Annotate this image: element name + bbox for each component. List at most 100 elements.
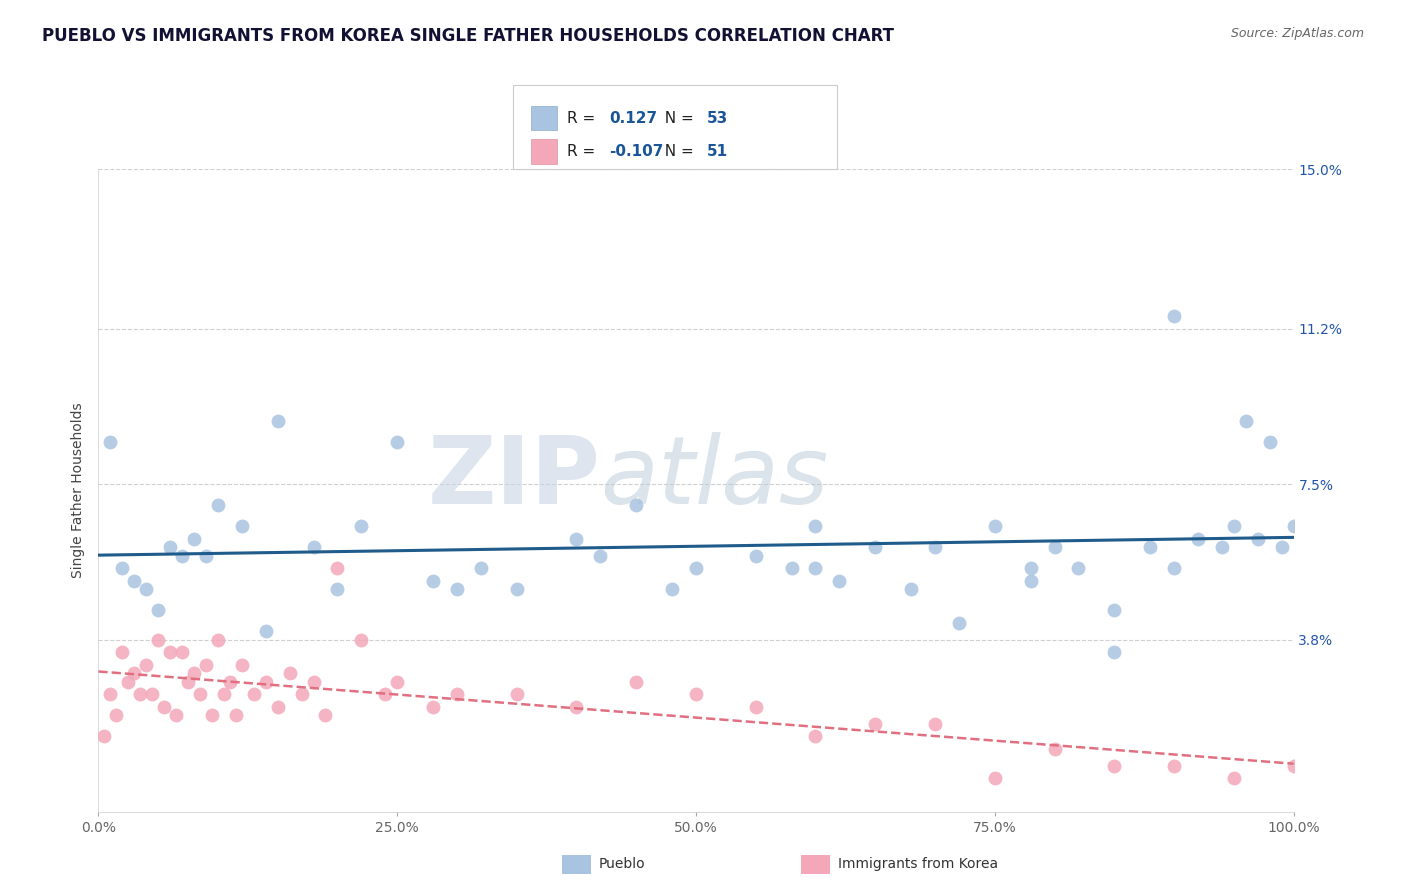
Point — [207, 632, 229, 647]
Point — [1019, 574, 1042, 588]
Point — [267, 699, 290, 714]
Point — [177, 674, 200, 689]
Text: -0.107: -0.107 — [609, 144, 664, 159]
Point — [374, 687, 396, 701]
Point — [188, 687, 211, 701]
Point — [290, 687, 312, 701]
Point — [225, 708, 247, 723]
Point — [183, 532, 205, 546]
Point — [207, 498, 229, 512]
Point — [194, 657, 218, 672]
Text: 51: 51 — [707, 144, 728, 159]
Point — [984, 519, 1007, 533]
Point — [254, 674, 277, 689]
Point — [626, 674, 648, 689]
Point — [385, 674, 409, 689]
Text: R =: R = — [567, 144, 600, 159]
Point — [626, 498, 648, 512]
Point — [302, 674, 325, 689]
Point — [212, 687, 235, 701]
Point — [350, 519, 373, 533]
Point — [350, 632, 373, 647]
Point — [804, 561, 827, 575]
Point — [685, 561, 707, 575]
Y-axis label: Single Father Households: Single Father Households — [72, 403, 86, 578]
Point — [148, 632, 170, 647]
Point — [1211, 541, 1233, 555]
Point — [159, 541, 181, 555]
Point — [804, 519, 827, 533]
Point — [422, 574, 444, 588]
Point — [506, 687, 529, 701]
Point — [446, 687, 468, 701]
Point — [302, 541, 325, 555]
Point — [153, 699, 176, 714]
Point — [1234, 414, 1257, 428]
Point — [745, 549, 768, 563]
Point — [1271, 541, 1294, 555]
Point — [1282, 758, 1305, 772]
Point — [385, 435, 409, 450]
Point — [1282, 519, 1305, 533]
Point — [254, 624, 277, 639]
Point — [1102, 645, 1125, 659]
Point — [1067, 561, 1090, 575]
Point — [98, 435, 122, 450]
Point — [924, 541, 946, 555]
Point — [589, 549, 612, 563]
Point — [1043, 741, 1066, 756]
Point — [828, 574, 851, 588]
Point — [124, 574, 146, 588]
Point — [326, 582, 349, 597]
Text: Source: ZipAtlas.com: Source: ZipAtlas.com — [1230, 27, 1364, 40]
Point — [135, 582, 157, 597]
Point — [863, 716, 887, 731]
Point — [111, 645, 134, 659]
Point — [219, 674, 242, 689]
Point — [111, 561, 134, 575]
Point — [685, 687, 707, 701]
Point — [141, 687, 163, 701]
Point — [470, 561, 492, 575]
Point — [315, 708, 337, 723]
Point — [661, 582, 683, 597]
Point — [172, 549, 194, 563]
Point — [863, 541, 887, 555]
Text: 0.127: 0.127 — [609, 111, 657, 126]
Text: N =: N = — [655, 111, 699, 126]
Point — [98, 687, 122, 701]
Point — [105, 708, 128, 723]
Point — [984, 771, 1007, 785]
Point — [267, 414, 290, 428]
Text: Pueblo: Pueblo — [599, 857, 645, 871]
Point — [148, 603, 170, 617]
Point — [1102, 603, 1125, 617]
Point — [183, 666, 205, 681]
Point — [159, 645, 181, 659]
Point — [93, 729, 115, 743]
Point — [422, 699, 444, 714]
Point — [1246, 532, 1268, 546]
Point — [446, 582, 468, 597]
Point — [129, 687, 152, 701]
Point — [194, 549, 218, 563]
Point — [1163, 561, 1185, 575]
Point — [948, 615, 970, 630]
Point — [201, 708, 224, 723]
Text: ZIP: ZIP — [427, 432, 600, 524]
Point — [745, 699, 768, 714]
Text: R =: R = — [567, 111, 600, 126]
Point — [780, 561, 803, 575]
Point — [278, 666, 301, 681]
Point — [231, 657, 253, 672]
Point — [1019, 561, 1042, 575]
Point — [165, 708, 187, 723]
Text: Immigrants from Korea: Immigrants from Korea — [838, 857, 998, 871]
Point — [1163, 758, 1185, 772]
Text: atlas: atlas — [600, 433, 828, 524]
Point — [1222, 519, 1246, 533]
Text: 53: 53 — [707, 111, 728, 126]
Point — [326, 561, 349, 575]
Point — [804, 729, 827, 743]
Point — [1187, 532, 1209, 546]
